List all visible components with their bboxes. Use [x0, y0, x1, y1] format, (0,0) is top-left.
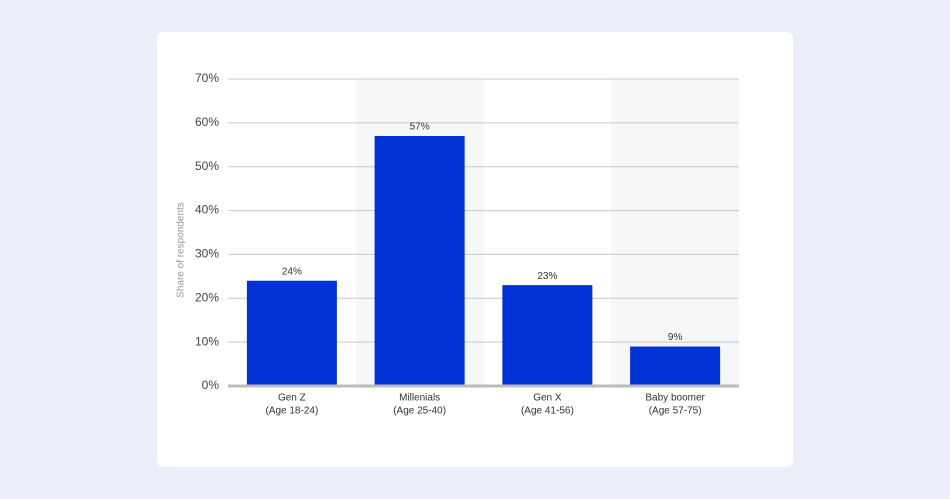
value-label: 23%	[537, 271, 557, 282]
value-label: 24%	[282, 266, 302, 277]
bar	[374, 136, 465, 386]
bar	[246, 280, 337, 386]
x-tick-label: (Age 57-75)	[649, 406, 702, 417]
y-tick-label: 20%	[195, 290, 219, 304]
y-tick-label: 50%	[195, 159, 219, 173]
y-tick-label: 0%	[202, 378, 220, 392]
value-label: 9%	[668, 332, 683, 343]
y-tick-label: 10%	[195, 334, 219, 348]
x-tick-label: Gen Z	[278, 393, 306, 404]
band-shade	[611, 79, 739, 386]
bar	[630, 346, 721, 386]
x-tick-label: Gen X	[533, 393, 562, 404]
bar	[502, 285, 593, 386]
x-tick-label: (Age 18-24)	[265, 406, 318, 417]
x-tick-label: (Age 25-40)	[393, 406, 446, 417]
x-tick-label: (Age 41-56)	[521, 406, 574, 417]
y-tick-label: 40%	[195, 203, 219, 217]
y-tick-label: 70%	[195, 71, 219, 85]
value-label: 57%	[410, 122, 430, 133]
y-tick-label: 30%	[195, 247, 219, 261]
x-tick-label: Baby boomer	[645, 393, 705, 404]
y-axis-label: Share of respondents	[176, 202, 187, 298]
y-tick-label: 60%	[195, 115, 219, 129]
x-tick-label: Millenials	[399, 393, 440, 404]
